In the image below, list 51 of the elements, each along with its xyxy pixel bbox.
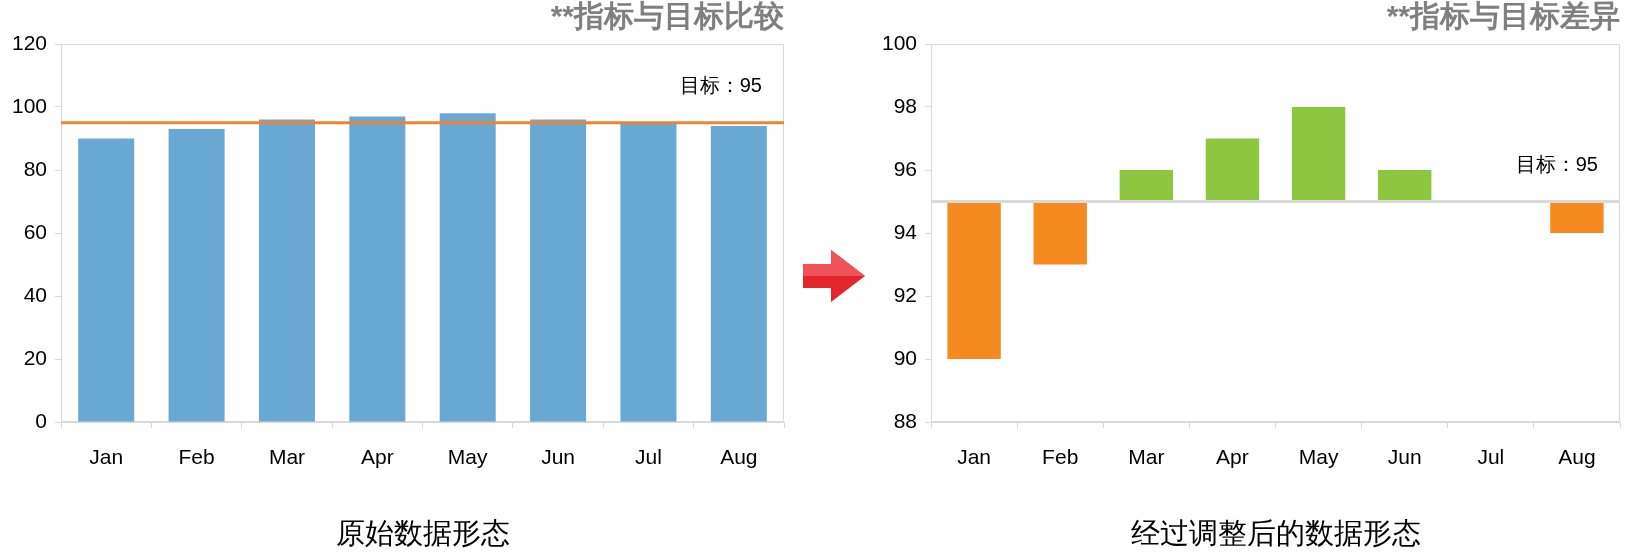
x-tick-label: May <box>1298 445 1339 469</box>
bar <box>1033 201 1087 265</box>
y-tick-label: 80 <box>23 156 48 180</box>
bar <box>439 113 496 422</box>
y-tick-label: 90 <box>893 345 918 369</box>
bar <box>620 122 677 422</box>
x-tick-label: Feb <box>178 445 215 469</box>
y-tick-label: 100 <box>11 93 48 117</box>
x-tick-label: Mar <box>268 445 306 469</box>
x-tick-label: Jun <box>1387 445 1422 469</box>
chart-title: **指标与目标比较 <box>550 0 785 33</box>
ref-line-label: 目标：95 <box>679 74 762 97</box>
y-tick-label: 40 <box>23 282 48 306</box>
y-tick-label: 100 <box>881 30 918 54</box>
y-tick-label: 120 <box>11 30 48 54</box>
x-axis-title: 经过调整后的数据形态 <box>1130 516 1421 549</box>
bar <box>947 201 1001 359</box>
y-tick-label: 98 <box>893 93 918 117</box>
y-tick-label: 60 <box>23 219 48 243</box>
x-tick-label: Jul <box>1477 445 1505 469</box>
y-tick-label: 94 <box>893 219 918 243</box>
x-tick-label: Mar <box>1128 445 1165 469</box>
x-tick-label: May <box>447 445 489 469</box>
x-tick-label: Apr <box>1216 445 1249 469</box>
bar <box>258 119 315 422</box>
bar <box>1205 138 1260 202</box>
bar <box>1291 107 1346 202</box>
y-tick-label: 92 <box>893 282 918 306</box>
x-axis-title: 原始数据形态 <box>335 516 510 549</box>
ref-line-label: 目标：95 <box>1515 153 1598 176</box>
x-tick-label: Jan <box>957 445 992 469</box>
y-tick-label: 96 <box>893 156 918 180</box>
x-tick-label: Aug <box>1558 445 1596 469</box>
x-tick-label: Feb <box>1042 445 1079 469</box>
bar <box>1119 170 1174 202</box>
x-tick-label: Jan <box>89 445 124 469</box>
x-tick-label: Jul <box>635 445 662 469</box>
bar <box>1378 170 1432 202</box>
y-tick-label: 20 <box>23 345 48 369</box>
x-tick-label: Apr <box>360 445 394 469</box>
bar <box>78 138 135 422</box>
x-tick-label: Aug <box>720 445 758 469</box>
bar <box>710 125 767 422</box>
bar <box>349 116 406 422</box>
y-tick-label: 88 <box>893 408 918 432</box>
bar <box>168 129 225 422</box>
bar <box>1550 201 1604 233</box>
chart-title: **指标与目标差异 <box>1386 0 1620 33</box>
x-tick-label: Jun <box>541 445 575 469</box>
bar <box>530 119 587 422</box>
y-tick-label: 0 <box>35 408 48 432</box>
